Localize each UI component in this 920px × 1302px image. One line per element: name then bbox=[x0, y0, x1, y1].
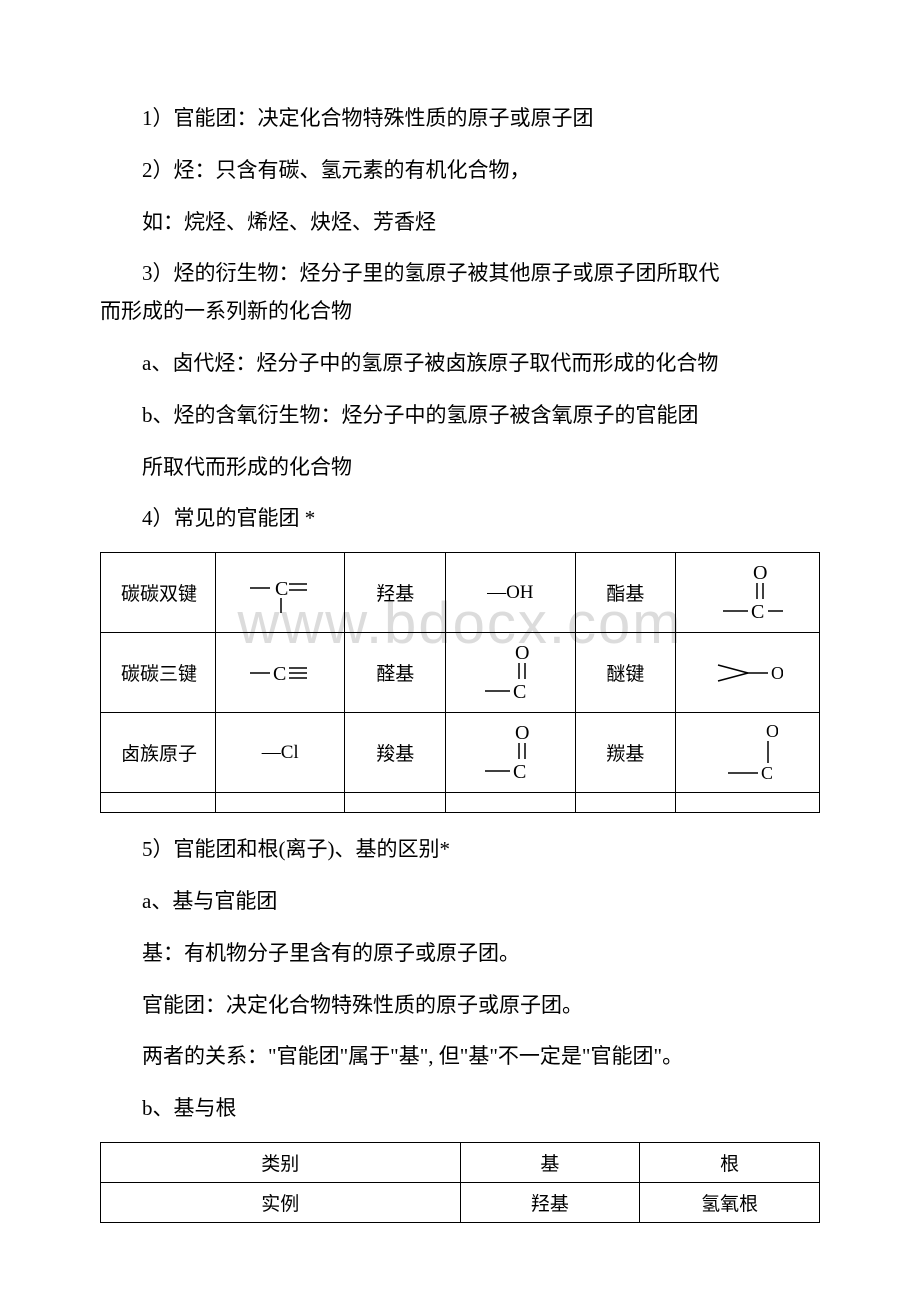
cell-structure: O C bbox=[446, 713, 575, 793]
carboxyl-group-icon: O C bbox=[480, 723, 540, 783]
double-bond-icon: C bbox=[245, 568, 315, 618]
cell-header: 类别 bbox=[101, 1142, 461, 1182]
paragraph-13: 两者的关系："官能团"属于"基", 但"基"不一定是"官能团"。 bbox=[100, 1038, 820, 1076]
svg-text:C: C bbox=[513, 761, 526, 783]
ji-gen-table: 类别 基 根 实例 羟基 氢氧根 bbox=[100, 1142, 820, 1223]
cell-label: 醚键 bbox=[575, 633, 676, 713]
empty-cell bbox=[216, 793, 345, 813]
cell-label: 羰基 bbox=[575, 713, 676, 793]
cell-structure: O C bbox=[446, 633, 575, 713]
svg-text:O: O bbox=[515, 723, 529, 744]
cell-value: 氢氧根 bbox=[640, 1182, 820, 1222]
ether-bond-icon: O bbox=[713, 653, 783, 693]
cell-structure: C bbox=[216, 553, 345, 633]
table-row: 卤族原子 —Cl 羧基 O C 羰基 O bbox=[101, 713, 820, 793]
empty-cell bbox=[446, 793, 575, 813]
empty-cell bbox=[575, 793, 676, 813]
cell-structure: —OH bbox=[446, 553, 575, 633]
cell-value: 羟基 bbox=[460, 1182, 640, 1222]
paragraph-12: 官能团：决定化合物特殊性质的原子或原子团。 bbox=[100, 987, 820, 1025]
cell-label: 羧基 bbox=[345, 713, 446, 793]
cell-structure: O C bbox=[676, 553, 820, 633]
paragraph-7: 所取代而形成的化合物 bbox=[100, 449, 820, 487]
ester-group-icon: O C bbox=[713, 563, 783, 623]
svg-text:O: O bbox=[515, 643, 529, 664]
cell-structure: O bbox=[676, 633, 820, 713]
svg-text:O: O bbox=[753, 563, 767, 584]
svg-text:C: C bbox=[275, 578, 288, 600]
empty-cell bbox=[676, 793, 820, 813]
carbonyl-group-icon: O C bbox=[718, 723, 778, 783]
empty-cell bbox=[101, 793, 216, 813]
triple-bond-icon: C bbox=[245, 658, 315, 688]
paragraph-5: a、卤代烃：烃分子中的氢原子被卤族原子取代而形成的化合物 bbox=[100, 345, 820, 383]
paragraph-11: 基：有机物分子里含有的原子或原子团。 bbox=[100, 935, 820, 973]
cell-header: 根 bbox=[640, 1142, 820, 1182]
cell-value: 实例 bbox=[101, 1182, 461, 1222]
cell-label: 卤族原子 bbox=[101, 713, 216, 793]
cell-label: 羟基 bbox=[345, 553, 446, 633]
paragraph-10: a、基与官能团 bbox=[100, 883, 820, 921]
svg-text:O: O bbox=[771, 663, 783, 683]
paragraph-4-wrapped: 3）烃的衍生物：烃分子里的氢原子被其他原子或原子团所取代 而形成的一系列新的化合… bbox=[100, 255, 820, 331]
cell-structure: O C bbox=[676, 713, 820, 793]
table-row: 碳碳双键 C 羟基 —OH 酯基 O bbox=[101, 553, 820, 633]
svg-text:O: O bbox=[766, 723, 778, 741]
paragraph-4a: 3）烃的衍生物：烃分子里的氢原子被其他原子或原子团所取代 bbox=[100, 255, 820, 293]
cell-label: 碳碳双键 bbox=[101, 553, 216, 633]
paragraph-3: 如：烷烃、烯烃、炔烃、芳香烃 bbox=[100, 204, 820, 242]
paragraph-8: 4）常见的官能团 * bbox=[100, 500, 820, 538]
document-content: 1）官能团：决定化合物特殊性质的原子或原子团 2）烃：只含有碳、氢元素的有机化合… bbox=[100, 100, 820, 1223]
empty-cell bbox=[345, 793, 446, 813]
paragraph-6: b、烃的含氧衍生物：烃分子中的氢原子被含氧原子的官能团 bbox=[100, 397, 820, 435]
cell-structure: —Cl bbox=[216, 713, 345, 793]
paragraph-1: 1）官能团：决定化合物特殊性质的原子或原子团 bbox=[100, 100, 820, 138]
table-row-empty bbox=[101, 793, 820, 813]
cell-structure: C bbox=[216, 633, 345, 713]
svg-text:C: C bbox=[761, 763, 773, 783]
cell-header: 基 bbox=[460, 1142, 640, 1182]
cell-label: 酯基 bbox=[575, 553, 676, 633]
cell-label: 醛基 bbox=[345, 633, 446, 713]
table-row: 类别 基 根 bbox=[101, 1142, 820, 1182]
cell-label: 碳碳三键 bbox=[101, 633, 216, 713]
functional-groups-table: 碳碳双键 C 羟基 —OH 酯基 O bbox=[100, 552, 820, 813]
aldehyde-group-icon: O C bbox=[480, 643, 540, 703]
svg-text:C: C bbox=[751, 601, 764, 623]
paragraph-14: b、基与根 bbox=[100, 1090, 820, 1128]
svg-text:C: C bbox=[273, 663, 286, 685]
table-row: 实例 羟基 氢氧根 bbox=[101, 1182, 820, 1222]
svg-text:C: C bbox=[513, 681, 526, 703]
paragraph-2: 2）烃：只含有碳、氢元素的有机化合物， bbox=[100, 152, 820, 190]
paragraph-9: 5）官能团和根(离子)、基的区别* bbox=[100, 831, 820, 869]
table-row: 碳碳三键 C 醛基 O bbox=[101, 633, 820, 713]
paragraph-4b: 而形成的一系列新的化合物 bbox=[100, 293, 820, 331]
